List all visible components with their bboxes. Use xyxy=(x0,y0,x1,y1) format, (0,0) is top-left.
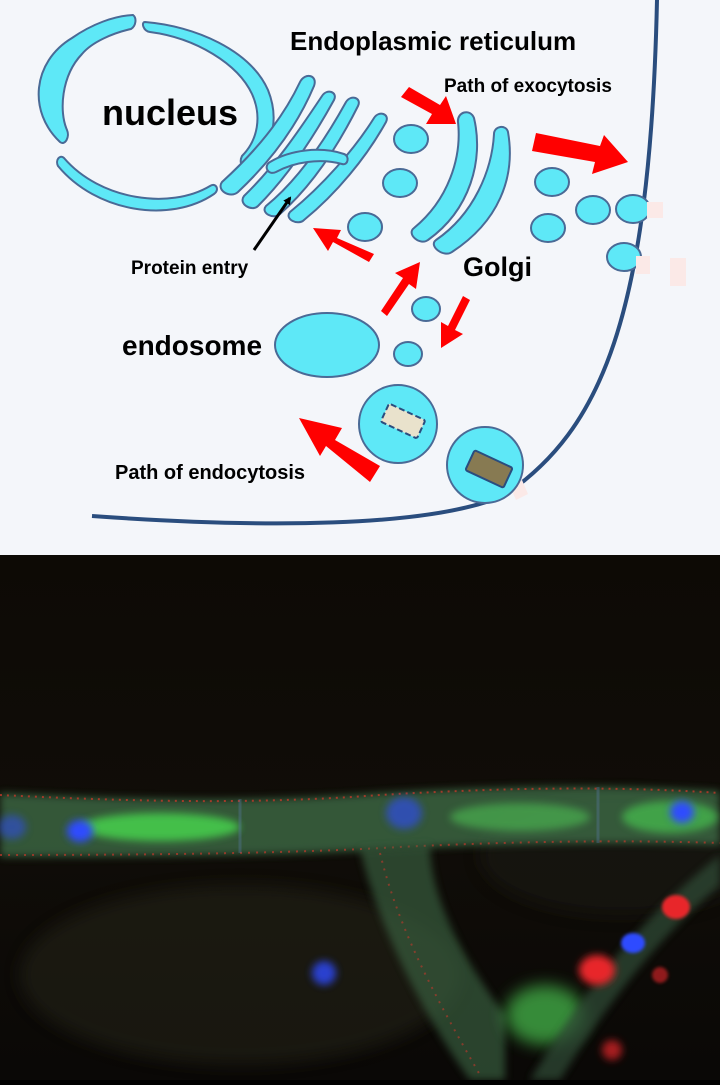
exocytosis-label: Path of exocytosis xyxy=(444,76,612,97)
endoplasmic-reticulum xyxy=(219,74,388,224)
endocytic-vesicle-1 xyxy=(358,384,438,464)
septa xyxy=(238,787,600,853)
micrograph-svg xyxy=(0,555,720,1080)
nuclear-envelope xyxy=(37,13,275,212)
secretory-vesicles xyxy=(530,167,651,272)
arrow-er-to-golgi-top xyxy=(401,87,456,124)
endocytic-vesicle-2 xyxy=(446,426,524,504)
protein-entry-arrow xyxy=(252,196,292,251)
endocytosis-label: Path of endocytosis xyxy=(115,462,306,484)
arrow-endocytosis xyxy=(299,418,380,482)
protein-entry-label: Protein entry xyxy=(131,258,249,279)
golgi-apparatus xyxy=(410,111,511,255)
horizontal-fiber xyxy=(0,786,720,857)
cell-diagram: Endoplasmic reticulum Path of exocytosis… xyxy=(0,0,720,555)
blue-nuclei xyxy=(0,797,694,985)
arrow-exocytosis xyxy=(532,133,628,174)
transport-arrows xyxy=(299,87,628,482)
er-label: Endoplasmic reticulum xyxy=(290,26,577,56)
golgi-label: Golgi xyxy=(463,252,532,282)
nucleus-label: nucleus xyxy=(102,92,239,133)
arrow-to-er xyxy=(313,228,374,262)
endosome-label: endosome xyxy=(122,330,263,361)
cell-diagram-svg xyxy=(37,0,686,526)
arrow-golgi-to-endosome xyxy=(441,296,470,348)
membrane-fusion-patches xyxy=(510,202,686,500)
endosome xyxy=(274,312,380,378)
fluorescence-micrograph xyxy=(0,555,720,1080)
red-spots xyxy=(579,895,690,1060)
transport-vesicles xyxy=(347,124,441,367)
arrow-endosome-to-golgi xyxy=(381,262,420,316)
